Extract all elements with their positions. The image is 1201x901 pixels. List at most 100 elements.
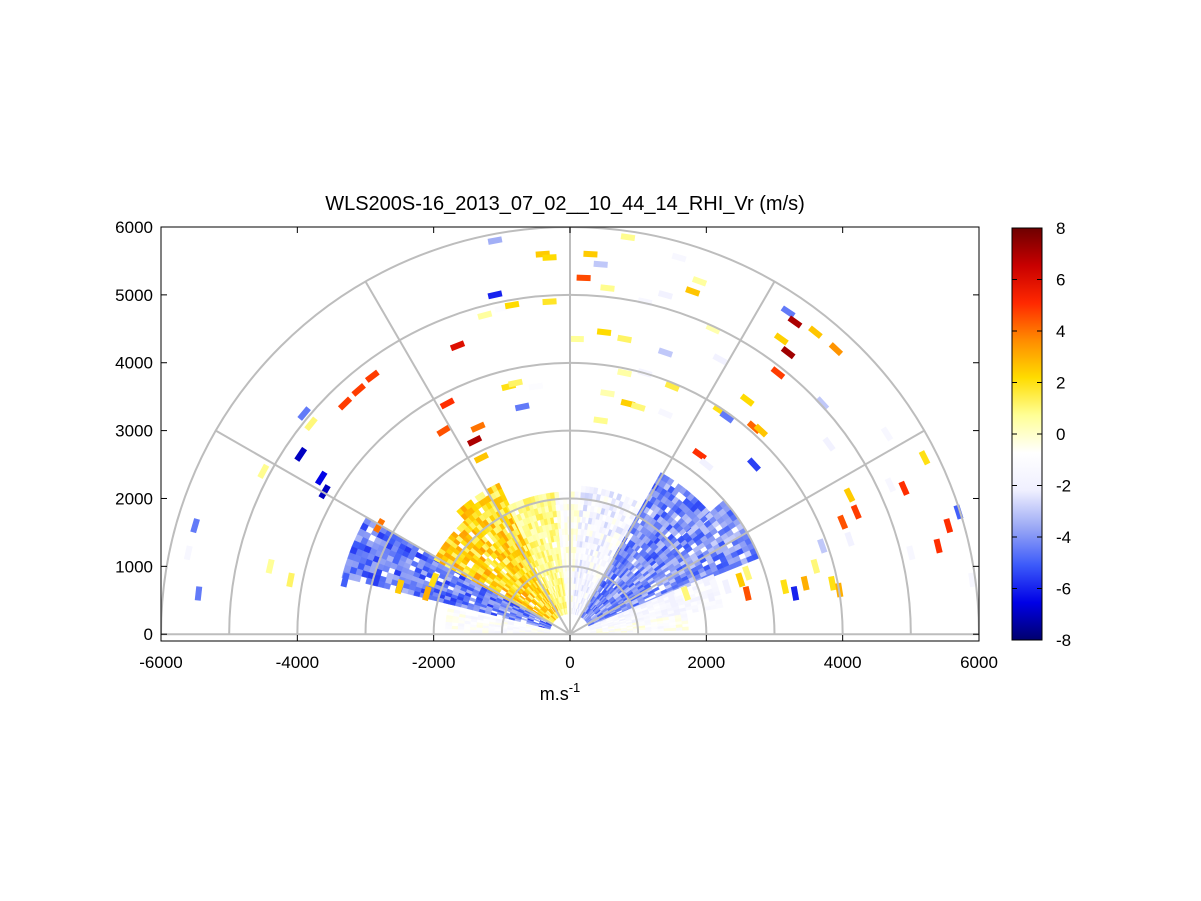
scan-cell xyxy=(560,552,565,560)
scan-cell xyxy=(698,457,714,472)
scan-cell xyxy=(451,629,458,633)
scan-cell xyxy=(439,397,455,410)
scan-cell xyxy=(560,546,564,554)
scan-cell xyxy=(562,491,567,499)
scan-cell xyxy=(558,528,563,536)
scan-cell xyxy=(617,334,632,344)
colorbar-ticks: -8 -6 -4 -2 0 2 4 6 8 xyxy=(1012,219,1071,650)
scan-cell xyxy=(487,290,503,300)
scan-cell xyxy=(445,628,452,633)
scan-cell xyxy=(615,493,623,501)
scan-cell xyxy=(669,627,677,631)
scan-cell xyxy=(436,424,452,437)
scan-cell xyxy=(596,328,612,336)
scan-cell xyxy=(528,382,544,391)
scan-cell xyxy=(507,378,523,388)
y-tick-label: 3000 xyxy=(115,422,153,441)
colorbar-tick-label: -2 xyxy=(1056,477,1071,496)
scan-cell xyxy=(504,300,520,310)
colorbar-tick-label: 0 xyxy=(1056,425,1065,444)
scan-cell xyxy=(695,519,705,529)
scan-cell xyxy=(580,485,586,493)
scan-cell xyxy=(753,423,769,438)
scan-cell xyxy=(559,540,564,548)
scan-cell xyxy=(773,332,789,346)
scan-cell xyxy=(475,630,483,634)
scan-cell xyxy=(575,552,579,560)
scan-cell xyxy=(477,310,493,320)
scan-cell xyxy=(572,534,577,541)
scan-cell xyxy=(576,516,581,523)
scan-cell xyxy=(664,381,680,392)
scan-cell xyxy=(906,545,916,561)
scan-cell xyxy=(685,286,701,297)
scan-cell xyxy=(600,389,615,398)
scan-cell xyxy=(514,402,530,412)
x-axis-label: m.s-1 xyxy=(540,680,581,704)
scan-cell xyxy=(692,447,707,461)
scan-cell xyxy=(576,274,591,282)
scan-cell xyxy=(721,579,732,595)
scan-cell xyxy=(286,572,295,588)
scan-cell xyxy=(943,518,954,534)
scan-cell xyxy=(558,534,563,542)
scan-cell xyxy=(474,493,483,503)
scan-cell xyxy=(742,565,753,581)
scan-cell xyxy=(780,579,790,595)
scan-cell xyxy=(780,305,796,319)
scan-cell xyxy=(314,470,328,486)
scan-cell xyxy=(470,421,486,433)
scan-cell xyxy=(667,592,678,608)
scan-cell xyxy=(542,298,557,306)
azimuth-spoke xyxy=(215,429,571,636)
scan-cell xyxy=(671,252,687,263)
azimuth-spoke xyxy=(569,281,776,635)
scan-cell xyxy=(626,628,634,631)
scan-cell xyxy=(351,383,366,397)
scan-cell xyxy=(575,558,579,566)
colorbar-tick-label: -8 xyxy=(1056,631,1071,650)
x-tick-label: -6000 xyxy=(139,653,182,672)
scan-cell xyxy=(780,345,796,360)
scan-cell xyxy=(581,516,586,524)
scan-cell xyxy=(577,503,582,511)
scan-cell xyxy=(469,629,477,634)
scan-cell xyxy=(337,396,353,411)
scan-cell xyxy=(657,290,673,300)
scan-cell xyxy=(572,552,576,560)
scan-cell xyxy=(617,368,632,378)
scan-cell xyxy=(563,509,568,517)
scan-cell xyxy=(572,546,576,554)
scan-cell xyxy=(563,522,568,529)
scan-cell xyxy=(572,540,576,548)
scan-cell xyxy=(573,522,577,529)
x-tick-label: 0 xyxy=(565,653,574,672)
scan-cell xyxy=(576,546,580,554)
y-tick-label: 5000 xyxy=(115,286,153,305)
scan-cell xyxy=(572,528,577,535)
scan-cell xyxy=(574,571,577,578)
scan-cell xyxy=(573,509,578,517)
scan-cell xyxy=(428,572,440,588)
scan-cell xyxy=(257,463,270,479)
scan-cell xyxy=(555,504,561,511)
scan-cell xyxy=(318,484,331,500)
colorbar-tick-label: 6 xyxy=(1056,271,1065,290)
chart-title: WLS200S-16_2013_07_02__10_44_14_RHI_Vr (… xyxy=(325,193,805,215)
scan-cell xyxy=(770,366,786,380)
scan-cell xyxy=(600,488,607,497)
scan-cell xyxy=(663,548,672,556)
scan-cell xyxy=(364,369,380,383)
y-tick-label: 2000 xyxy=(115,489,153,508)
scan-cell xyxy=(810,558,821,574)
colorbar-tick-label: 8 xyxy=(1056,219,1065,238)
scan-cell xyxy=(554,491,560,499)
scan-cell xyxy=(449,340,466,352)
y-tick-label: 0 xyxy=(144,625,153,644)
scan-cell xyxy=(456,507,465,517)
scan-cell xyxy=(457,629,465,633)
scan-cell xyxy=(577,528,582,536)
scan-cell xyxy=(562,571,566,578)
y-tick-label: 6000 xyxy=(115,218,153,237)
